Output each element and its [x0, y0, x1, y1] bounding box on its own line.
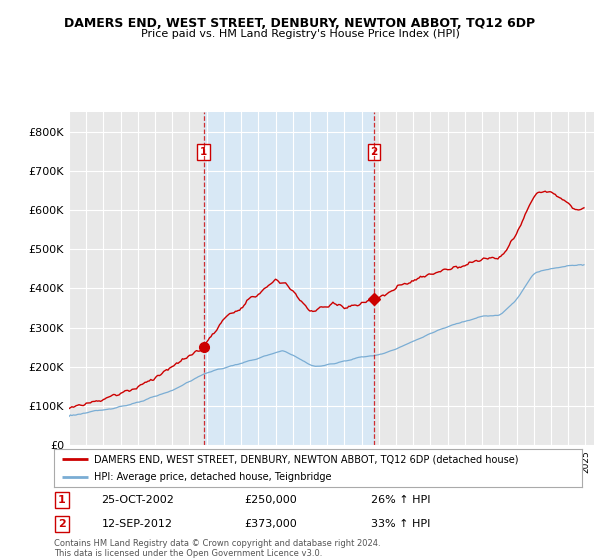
- Text: 2: 2: [58, 519, 66, 529]
- Text: 1: 1: [58, 495, 66, 505]
- Text: 33% ↑ HPI: 33% ↑ HPI: [371, 519, 430, 529]
- Text: £250,000: £250,000: [244, 495, 297, 505]
- Text: HPI: Average price, detached house, Teignbridge: HPI: Average price, detached house, Teig…: [94, 472, 331, 482]
- Text: Price paid vs. HM Land Registry's House Price Index (HPI): Price paid vs. HM Land Registry's House …: [140, 29, 460, 39]
- Text: DAMERS END, WEST STREET, DENBURY, NEWTON ABBOT, TQ12 6DP (detached house): DAMERS END, WEST STREET, DENBURY, NEWTON…: [94, 454, 518, 464]
- Text: Contains HM Land Registry data © Crown copyright and database right 2024.
This d: Contains HM Land Registry data © Crown c…: [54, 539, 380, 558]
- Text: 12-SEP-2012: 12-SEP-2012: [101, 519, 173, 529]
- Text: 2: 2: [370, 147, 377, 157]
- Text: 1: 1: [200, 147, 207, 157]
- Text: DAMERS END, WEST STREET, DENBURY, NEWTON ABBOT, TQ12 6DP: DAMERS END, WEST STREET, DENBURY, NEWTON…: [64, 17, 536, 30]
- Text: 26% ↑ HPI: 26% ↑ HPI: [371, 495, 430, 505]
- Bar: [203, 112, 374, 445]
- Text: 25-OCT-2002: 25-OCT-2002: [101, 495, 175, 505]
- Text: £373,000: £373,000: [244, 519, 297, 529]
